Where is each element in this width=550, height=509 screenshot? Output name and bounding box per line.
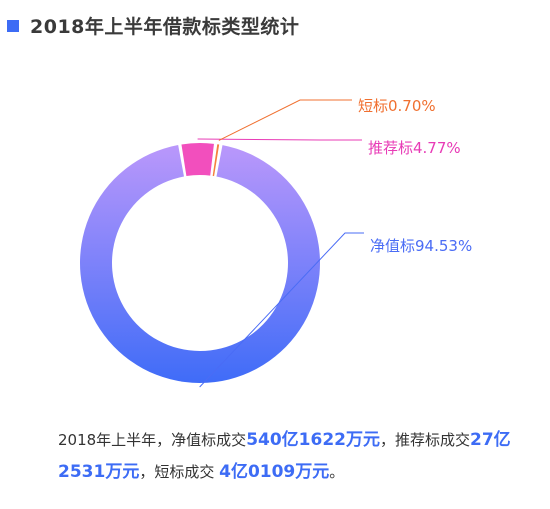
summary-value-jingzhi: 540亿1622万元	[246, 430, 380, 450]
title-row: 2018年上半年借款标类型统计	[7, 12, 299, 39]
data-label-1: 推荐标4.77%	[368, 139, 461, 157]
data-label-0: 净值标94.53%	[370, 237, 472, 255]
summary-value-tuijian: 27亿2531万元	[58, 430, 511, 482]
page-title: 2018年上半年借款标类型统计	[30, 16, 300, 38]
summary-part-3: ，短标成交	[139, 463, 220, 481]
donut-slice-0	[79, 145, 320, 383]
donut-slice-2	[212, 144, 220, 177]
leader-line-0	[199, 232, 364, 388]
summary-part-2: ，推荐标成交	[380, 431, 471, 449]
title-marker	[7, 19, 19, 32]
summary-part-1: 2018年上半年，净值标成交	[58, 431, 247, 449]
leader-line-2	[218, 99, 352, 141]
donut-slice-1	[181, 143, 214, 177]
summary-value-duanbiao: 4亿0109万元	[219, 462, 330, 482]
summary-text: 2018年上半年，净值标成交540亿1622万元，推荐标成交27亿2531万元，…	[58, 424, 538, 488]
donut-chart: 净值标94.53% 推荐标4.77% 短标0.70%	[79, 97, 472, 388]
summary-part-4: 。	[329, 463, 345, 481]
leader-line-1	[197, 138, 362, 141]
data-label-2: 短标0.70%	[358, 97, 436, 115]
